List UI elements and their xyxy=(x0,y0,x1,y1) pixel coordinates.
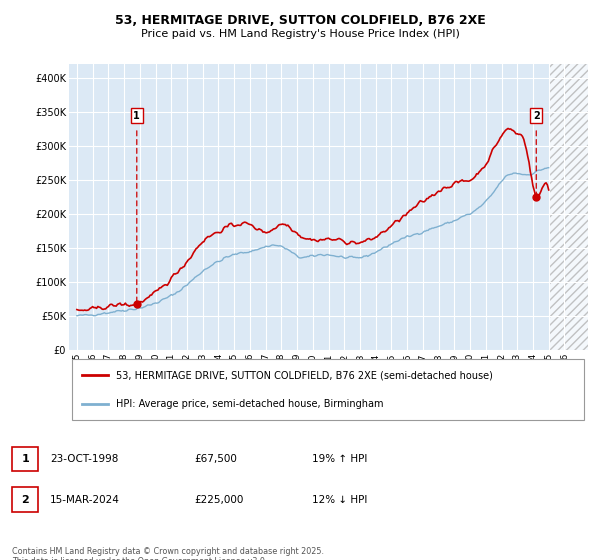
Text: 2: 2 xyxy=(21,494,29,505)
Text: 1: 1 xyxy=(133,111,140,121)
Text: 12% ↓ HPI: 12% ↓ HPI xyxy=(312,494,367,505)
Text: 1: 1 xyxy=(21,454,29,464)
Text: HPI: Average price, semi-detached house, Birmingham: HPI: Average price, semi-detached house,… xyxy=(116,399,383,409)
Text: 53, HERMITAGE DRIVE, SUTTON COLDFIELD, B76 2XE: 53, HERMITAGE DRIVE, SUTTON COLDFIELD, B… xyxy=(115,14,485,27)
Text: 19% ↑ HPI: 19% ↑ HPI xyxy=(312,454,367,464)
Bar xyxy=(12,447,38,472)
Bar xyxy=(12,487,38,512)
Text: 2: 2 xyxy=(533,111,539,121)
Text: 23-OCT-1998: 23-OCT-1998 xyxy=(50,454,118,464)
Bar xyxy=(548,64,588,350)
Text: 53, HERMITAGE DRIVE, SUTTON COLDFIELD, B76 2XE (semi-detached house): 53, HERMITAGE DRIVE, SUTTON COLDFIELD, B… xyxy=(116,370,493,380)
Text: £67,500: £67,500 xyxy=(194,454,237,464)
Text: Contains HM Land Registry data © Crown copyright and database right 2025.
This d: Contains HM Land Registry data © Crown c… xyxy=(12,547,324,560)
Text: 15-MAR-2024: 15-MAR-2024 xyxy=(50,494,120,505)
Text: £225,000: £225,000 xyxy=(194,494,244,505)
Text: Price paid vs. HM Land Registry's House Price Index (HPI): Price paid vs. HM Land Registry's House … xyxy=(140,29,460,39)
